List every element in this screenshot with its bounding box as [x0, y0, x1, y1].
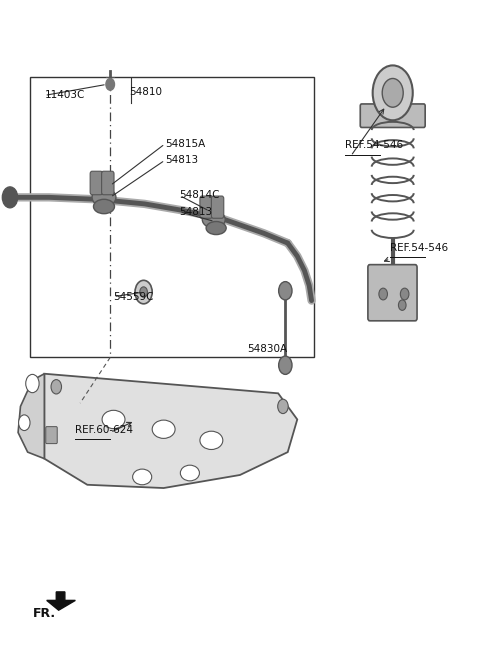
FancyBboxPatch shape — [360, 104, 425, 127]
FancyBboxPatch shape — [46, 426, 57, 443]
Circle shape — [279, 356, 292, 375]
FancyBboxPatch shape — [200, 196, 212, 218]
Text: 54813: 54813 — [180, 207, 213, 216]
Ellipse shape — [200, 431, 223, 449]
Text: 54815A: 54815A — [165, 139, 205, 149]
Text: REF.54-546: REF.54-546 — [345, 140, 403, 150]
Circle shape — [382, 79, 403, 107]
Circle shape — [400, 288, 409, 300]
Text: 54813: 54813 — [165, 155, 198, 165]
Ellipse shape — [102, 410, 125, 428]
Text: 54559C: 54559C — [114, 292, 154, 302]
Circle shape — [51, 380, 61, 394]
FancyBboxPatch shape — [90, 171, 103, 195]
Ellipse shape — [152, 420, 175, 438]
Text: FR.: FR. — [33, 607, 56, 620]
Circle shape — [140, 287, 147, 297]
Ellipse shape — [94, 199, 115, 214]
Polygon shape — [44, 374, 297, 488]
Circle shape — [372, 66, 413, 120]
FancyBboxPatch shape — [102, 171, 114, 195]
Circle shape — [278, 400, 288, 413]
Polygon shape — [47, 592, 75, 610]
Text: 11403C: 11403C — [44, 91, 84, 100]
Polygon shape — [18, 374, 44, 459]
Text: 54814C: 54814C — [180, 190, 220, 200]
Circle shape — [398, 300, 406, 310]
Text: 54810: 54810 — [129, 87, 162, 98]
Circle shape — [379, 288, 387, 300]
Circle shape — [135, 280, 152, 304]
Text: REF.54-546: REF.54-546 — [390, 243, 448, 253]
Ellipse shape — [202, 211, 225, 228]
Text: 54830A: 54830A — [247, 344, 288, 354]
Ellipse shape — [206, 222, 226, 235]
Ellipse shape — [92, 188, 116, 207]
Bar — [30, 77, 314, 358]
Ellipse shape — [132, 469, 152, 485]
FancyBboxPatch shape — [211, 196, 224, 218]
Circle shape — [19, 415, 30, 430]
Circle shape — [106, 79, 115, 91]
Circle shape — [279, 281, 292, 300]
Text: REF.60-624: REF.60-624 — [75, 424, 133, 434]
FancyBboxPatch shape — [368, 264, 417, 321]
Ellipse shape — [180, 465, 199, 481]
Circle shape — [26, 375, 39, 393]
Circle shape — [2, 187, 18, 208]
